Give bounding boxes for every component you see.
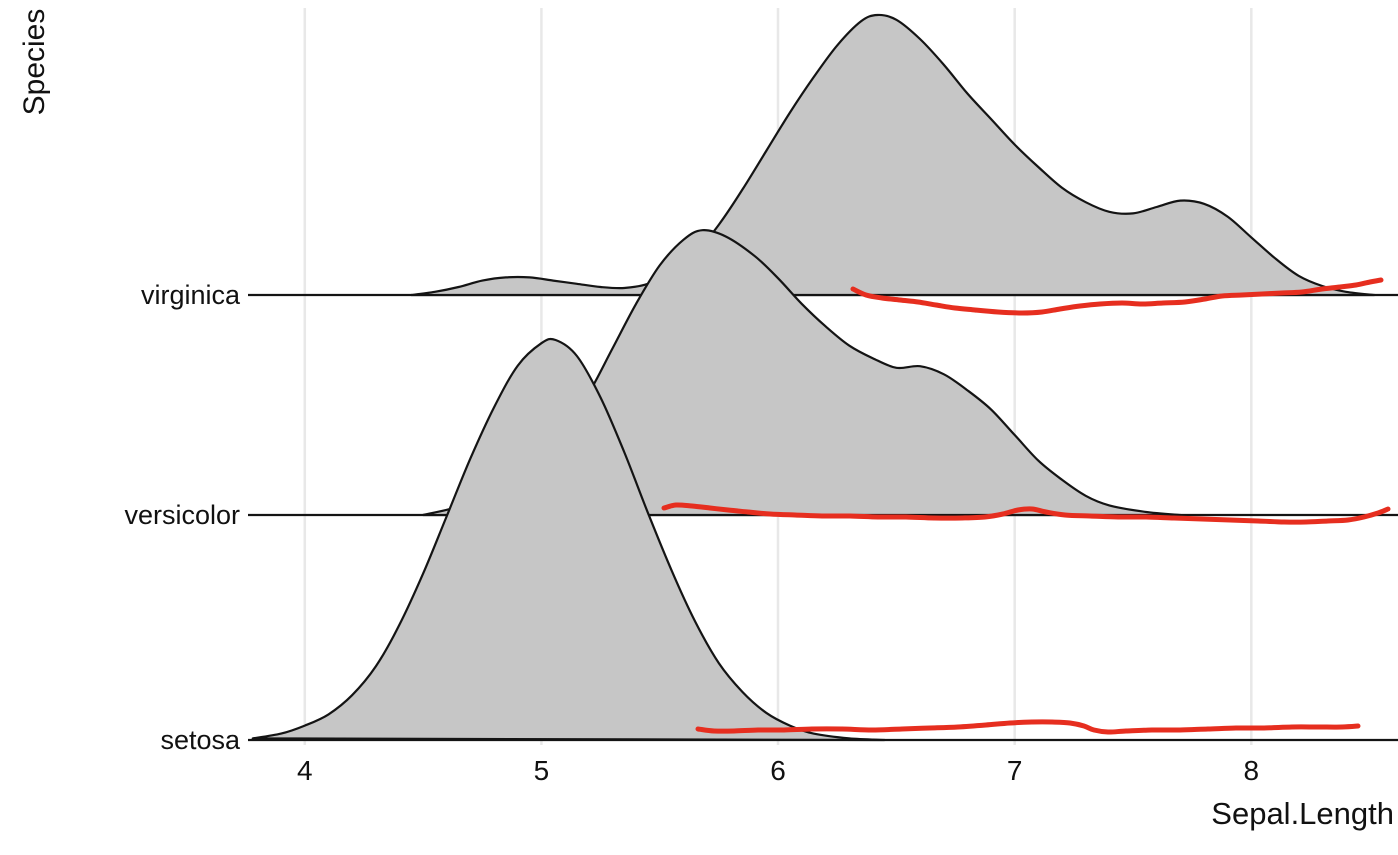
freehand-annotation-versicolor xyxy=(661,502,1391,525)
category-label-versicolor: versicolor xyxy=(124,500,240,530)
x-tick-label-4: 4 xyxy=(297,755,313,786)
x-tick-label-6: 6 xyxy=(770,755,786,786)
freehand-annotation-setosa xyxy=(695,719,1361,735)
category-label-virginica: virginica xyxy=(141,280,241,310)
category-label-setosa: setosa xyxy=(160,725,241,755)
ridge-density-setosa xyxy=(251,337,886,742)
freehand-annotation-virginica xyxy=(850,277,1384,316)
x-tick-label-7: 7 xyxy=(1007,755,1023,786)
x-tick-label-8: 8 xyxy=(1244,755,1260,786)
y-axis-label: Species xyxy=(18,9,51,116)
ridge-density-virginica xyxy=(410,13,1376,297)
x-axis-label: Sepal.Length xyxy=(1211,796,1394,831)
x-tick-label-5: 5 xyxy=(534,755,550,786)
